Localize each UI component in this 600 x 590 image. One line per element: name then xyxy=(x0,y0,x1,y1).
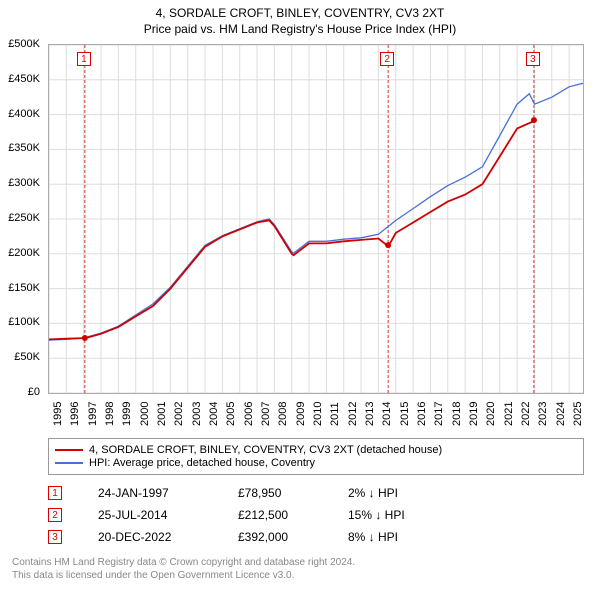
x-axis-label: 2008 xyxy=(277,402,289,426)
y-axis-label: £400K xyxy=(0,108,44,120)
y-axis-label: £100K xyxy=(0,316,44,328)
legend-label: HPI: Average price, detached house, Cove… xyxy=(89,457,315,469)
x-axis-label: 1997 xyxy=(87,402,99,426)
x-axis-label: 2011 xyxy=(329,402,341,426)
x-axis-label: 2019 xyxy=(468,402,480,426)
x-axis-label: 2016 xyxy=(416,402,428,426)
x-axis-label: 2022 xyxy=(520,402,532,426)
y-axis-label: £150K xyxy=(0,282,44,294)
y-axis-label: £300K xyxy=(0,177,44,189)
x-axis-label: 2023 xyxy=(537,402,549,426)
legend: 4, SORDALE CROFT, BINLEY, COVENTRY, CV3 … xyxy=(48,438,584,475)
x-axis-label: 2006 xyxy=(243,402,255,426)
x-axis-label: 2024 xyxy=(555,402,567,426)
y-axis-label: £250K xyxy=(0,212,44,224)
chart-plot-area xyxy=(48,44,584,394)
sale-date: 20-DEC-2022 xyxy=(98,530,238,544)
sale-marker-box: 1 xyxy=(48,486,62,500)
legend-swatch xyxy=(55,462,83,464)
sale-hpi-diff: 15% ↓ HPI xyxy=(348,508,458,522)
x-axis-label: 1995 xyxy=(52,402,64,426)
legend-label: 4, SORDALE CROFT, BINLEY, COVENTRY, CV3 … xyxy=(89,444,442,456)
x-axis-label: 1996 xyxy=(69,402,81,426)
x-axis-label: 1998 xyxy=(104,402,116,426)
y-axis-label: £350K xyxy=(0,142,44,154)
sales-table: 1 24-JAN-1997£78,9502% ↓ HPI 2 25-JUL-2014£… xyxy=(48,482,584,548)
y-axis-label: £50K xyxy=(0,351,44,363)
chart-svg xyxy=(49,45,583,393)
y-axis-label: £500K xyxy=(0,38,44,50)
sale-row: 1 24-JAN-1997£78,9502% ↓ HPI xyxy=(48,482,584,504)
sale-row: 2 25-JUL-2014£212,50015% ↓ HPI xyxy=(48,504,584,526)
y-axis-label: £450K xyxy=(0,73,44,85)
sale-marker-box: 2 xyxy=(48,508,62,522)
sale-marker-box: 3 xyxy=(48,530,62,544)
legend-row: 4, SORDALE CROFT, BINLEY, COVENTRY, CV3 … xyxy=(55,444,577,456)
x-axis-label: 2005 xyxy=(225,402,237,426)
sale-price: £392,000 xyxy=(238,530,348,544)
x-axis-label: 2002 xyxy=(173,402,185,426)
x-axis-label: 2001 xyxy=(156,402,168,426)
x-axis-label: 2004 xyxy=(208,402,220,426)
footer-line-2: This data is licensed under the Open Gov… xyxy=(12,569,355,582)
x-axis-label: 2013 xyxy=(364,402,376,426)
x-axis-label: 2014 xyxy=(381,402,393,426)
x-axis-label: 2025 xyxy=(572,402,584,426)
sale-row: 3 20-DEC-2022£392,0008% ↓ HPI xyxy=(48,526,584,548)
sale-marker-3: 3 xyxy=(526,52,540,66)
x-axis-label: 2017 xyxy=(433,402,445,426)
x-axis-label: 2018 xyxy=(451,402,463,426)
sale-marker-1: 1 xyxy=(77,52,91,66)
footer-line-1: Contains HM Land Registry data © Crown c… xyxy=(12,556,355,569)
x-axis-label: 2020 xyxy=(485,402,497,426)
x-axis-label: 2021 xyxy=(503,402,515,426)
x-axis-label: 2010 xyxy=(312,402,324,426)
sale-hpi-diff: 8% ↓ HPI xyxy=(348,530,458,544)
x-axis-label: 2003 xyxy=(191,402,203,426)
sale-date: 24-JAN-1997 xyxy=(98,486,238,500)
x-axis-label: 1999 xyxy=(121,402,133,426)
footer-attribution: Contains HM Land Registry data © Crown c… xyxy=(12,556,355,582)
sale-price: £78,950 xyxy=(238,486,348,500)
sale-date: 25-JUL-2014 xyxy=(98,508,238,522)
x-axis-label: 2009 xyxy=(295,402,307,426)
y-axis-label: £200K xyxy=(0,247,44,259)
title-line-1: 4, SORDALE CROFT, BINLEY, COVENTRY, CV3 … xyxy=(0,6,600,22)
x-axis-label: 2000 xyxy=(139,402,151,426)
x-axis-label: 2015 xyxy=(399,402,411,426)
sale-marker-2: 2 xyxy=(380,52,394,66)
title-line-2: Price paid vs. HM Land Registry's House … xyxy=(0,22,600,38)
y-axis-label: £0 xyxy=(0,386,44,398)
sale-price: £212,500 xyxy=(238,508,348,522)
legend-swatch xyxy=(55,449,83,451)
x-axis-label: 2007 xyxy=(260,402,272,426)
legend-row: HPI: Average price, detached house, Cove… xyxy=(55,457,577,469)
x-axis-label: 2012 xyxy=(347,402,359,426)
sale-hpi-diff: 2% ↓ HPI xyxy=(348,486,458,500)
